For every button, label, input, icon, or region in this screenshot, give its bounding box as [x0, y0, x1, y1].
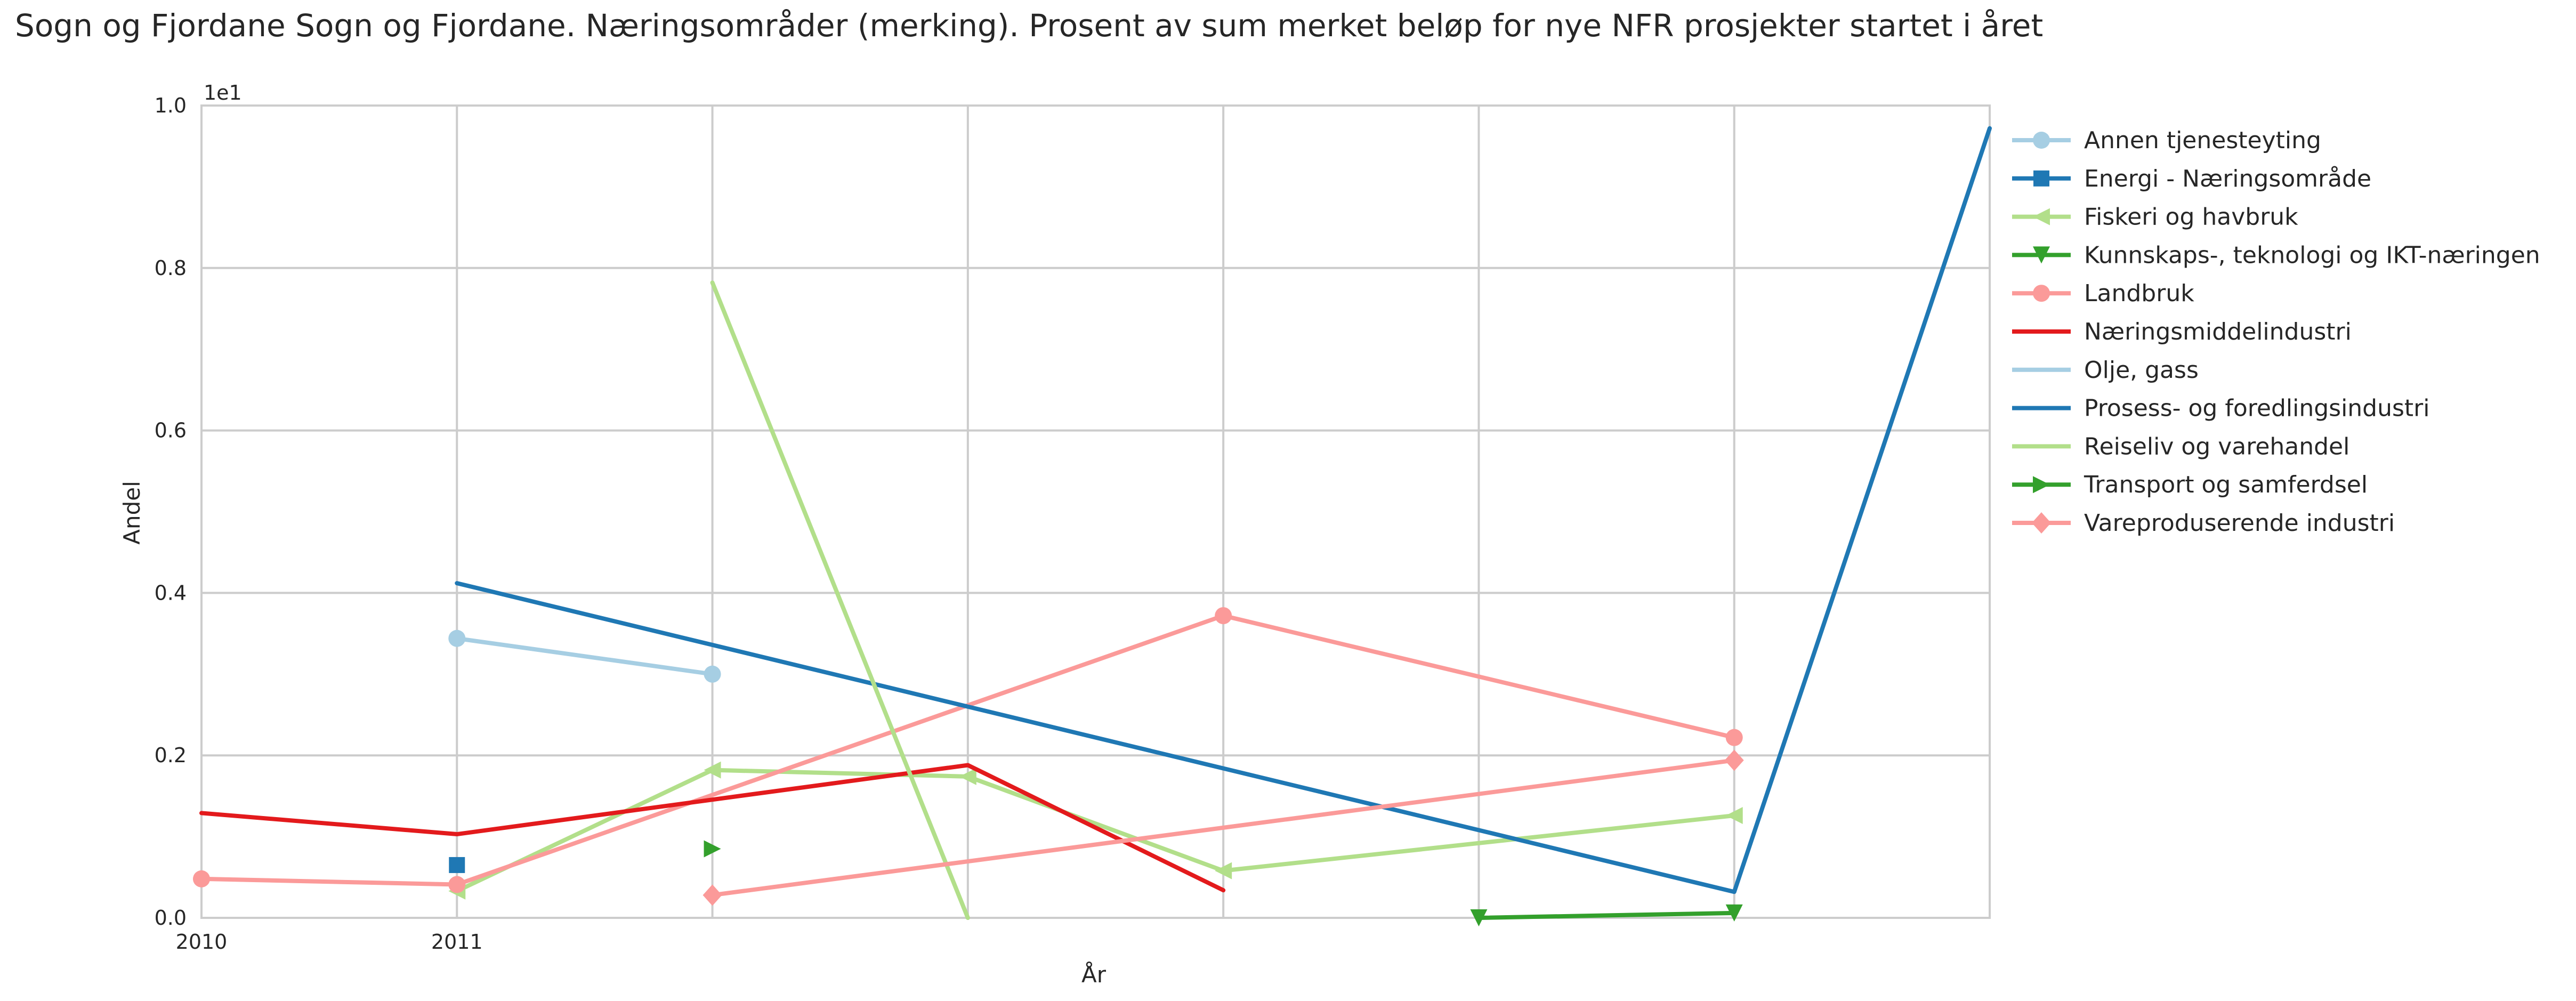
y-tick-label: 0.4: [155, 581, 187, 604]
data-point: [704, 665, 721, 683]
x-tick-label: 2011: [431, 930, 483, 954]
series-line: [455, 126, 1992, 894]
series-line: [455, 636, 715, 676]
series-line: [710, 280, 970, 920]
series: [448, 629, 721, 683]
data-point: [449, 857, 465, 873]
legend-label: Annen tjenesteyting: [2084, 127, 2321, 154]
legend-label: Vareproduserende industri: [2084, 510, 2395, 537]
data-point: [1725, 806, 1743, 824]
legend-marker: [2033, 285, 2050, 302]
legend-label: Næringsmiddelindustri: [2084, 318, 2352, 345]
data-point: [448, 629, 466, 647]
legend-label: Fiskeri og havbruk: [2084, 204, 2298, 231]
tick-labels: 0.0 0.2 0.4 0.6 0.8 1.0 2010 2011: [155, 94, 483, 954]
data-point: [1724, 749, 1744, 771]
y-axis-offset-label: 1e1: [204, 81, 242, 104]
series: [710, 280, 970, 920]
series: [193, 607, 1743, 893]
legend-marker: [2033, 246, 2050, 264]
series: [199, 763, 1226, 893]
series: [702, 749, 1744, 906]
series-line: [199, 613, 1737, 887]
data-point: [193, 870, 210, 887]
data-point: [1725, 904, 1743, 922]
data-point: [704, 761, 721, 779]
legend-marker: [2033, 170, 2049, 187]
y-axis-label: Andel: [119, 481, 145, 545]
y-tick-label: 0.6: [155, 419, 187, 442]
y-tick-label: 0.2: [155, 744, 187, 767]
y-tick-label: 0.0: [155, 906, 187, 930]
legend-label: Reiseliv og varehandel: [2084, 433, 2349, 460]
data-point: [1215, 607, 1232, 625]
series: [449, 857, 465, 873]
legend-marker: [2032, 512, 2051, 534]
legend-label: Prosess- og foredlingsindustri: [2084, 395, 2429, 422]
y-tick-label: 0.8: [155, 256, 187, 280]
legend: Annen tjenesteyting Energi - Næringsområd…: [2012, 127, 2540, 537]
series-line: [710, 758, 1737, 898]
data-point: [1215, 862, 1232, 879]
legend-marker: [2033, 208, 2050, 225]
x-tick-label: 2010: [176, 930, 228, 954]
series: [455, 126, 1992, 894]
data-point: [1470, 909, 1488, 926]
legend-label: Landbruk: [2084, 280, 2194, 307]
series: [704, 840, 721, 858]
plot-area-frame: [200, 104, 1991, 919]
series-line: [199, 763, 1226, 893]
chart-title: Sogn og Fjordane Sogn og Fjordane. Nærin…: [15, 7, 2043, 44]
y-tick-label: 1.0: [155, 94, 187, 117]
legend-label: Olje, gass: [2084, 357, 2199, 384]
legend-label: Energi - Næringsområde: [2084, 165, 2371, 192]
legend-label: Transport og samferdsel: [2084, 471, 2368, 498]
data-point: [1725, 729, 1743, 746]
data-point: [448, 876, 466, 893]
series-line: [1476, 910, 1737, 920]
data-point: [704, 840, 721, 858]
legend-label: Kunnskaps-, teknologi og IKT-næringen: [2084, 241, 2540, 269]
series-group: [193, 126, 1992, 926]
data-point: [959, 768, 976, 785]
data-point: [702, 884, 722, 906]
x-axis-label: År: [1081, 961, 1107, 988]
legend-marker: [2033, 132, 2050, 149]
series: [1470, 904, 1743, 926]
legend-marker: [2033, 476, 2050, 494]
